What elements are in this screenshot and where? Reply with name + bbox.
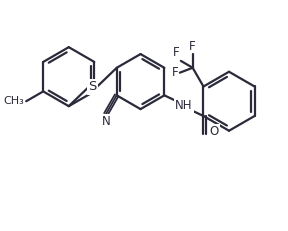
Text: O: O (209, 125, 219, 138)
Text: F: F (189, 40, 196, 53)
Text: CH₃: CH₃ (3, 96, 24, 106)
Text: NH: NH (175, 99, 193, 112)
Text: F: F (173, 46, 180, 59)
Text: N: N (101, 115, 110, 128)
Text: F: F (172, 66, 179, 79)
Text: S: S (88, 80, 97, 94)
